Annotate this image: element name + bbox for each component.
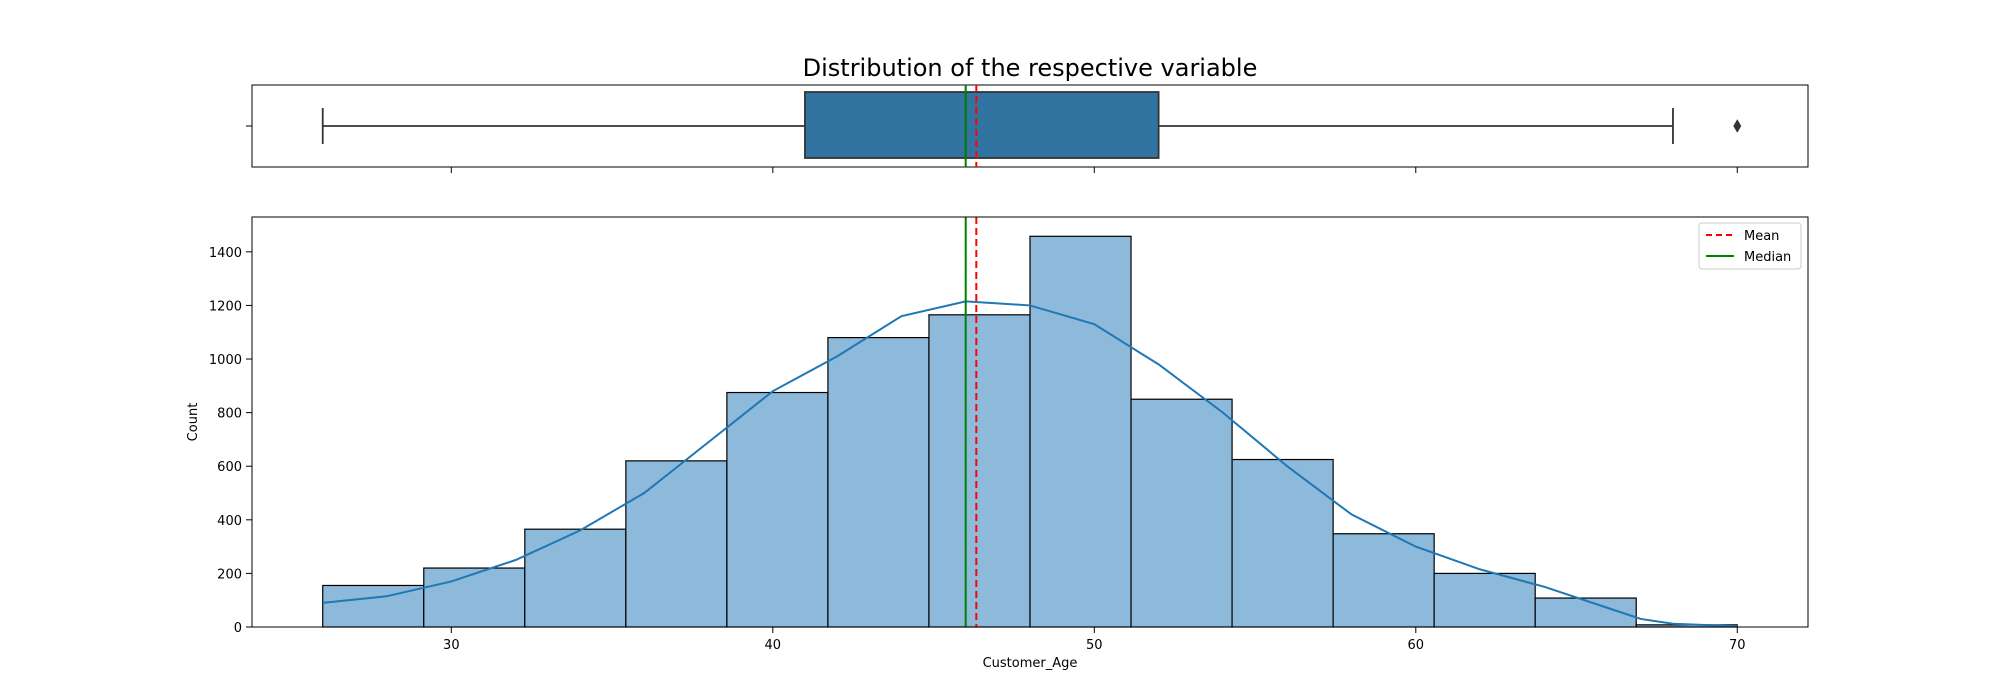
boxplot-x-ticks	[450, 167, 1738, 173]
legend-box	[1698, 222, 1802, 270]
histogram-axes-frame	[251, 216, 1809, 628]
boxplot-panel	[246, 84, 1809, 173]
y-tick-label: 1200	[209, 299, 242, 314]
histogram-panel: 30 40 50 60 70 0 200 400 600 800 1000 1200 1400 Cus…	[186, 216, 1809, 671]
x-tick-label: 30	[443, 638, 460, 653]
y-tick-label: 200	[217, 567, 242, 582]
x-tick-label: 70	[1729, 638, 1746, 653]
histogram-bar	[423, 567, 526, 628]
kde-curve	[322, 300, 1738, 628]
legend: Mean Median	[1698, 222, 1802, 270]
y-axis-label: Count	[186, 403, 201, 442]
histogram-bars	[322, 235, 1738, 628]
interquartile-box	[804, 91, 1160, 159]
histogram-y-ticks: 0 200 400 600 800 1000 1200 1400	[209, 246, 252, 636]
x-axis-label: Customer_Age	[983, 656, 1078, 671]
legend-mean-label: Mean	[1744, 229, 1779, 244]
y-tick-label: 400	[217, 514, 242, 529]
histogram-bar	[928, 314, 1031, 628]
histogram-bar	[1433, 572, 1536, 628]
histogram-bar	[524, 528, 627, 628]
y-tick-label: 1400	[209, 246, 242, 261]
histogram-bar	[827, 336, 930, 628]
histogram-x-ticks: 30 40 50 60 70	[443, 627, 1746, 653]
histogram-bar	[1130, 398, 1233, 628]
x-tick-label: 60	[1408, 638, 1425, 653]
y-tick-label: 800	[217, 407, 242, 422]
histogram-bar	[1332, 533, 1435, 628]
histogram-bar	[1231, 458, 1334, 628]
histogram-bar	[1029, 235, 1132, 628]
x-tick-label: 40	[765, 638, 782, 653]
x-tick-label: 50	[1086, 638, 1103, 653]
y-tick-label: 0	[234, 621, 242, 636]
boxplot-elements	[321, 85, 1742, 167]
y-tick-label: 600	[217, 460, 242, 475]
histogram-bar	[726, 391, 829, 628]
legend-median-label: Median	[1744, 250, 1791, 265]
histogram-bar	[625, 460, 728, 628]
outlier-marker	[1733, 119, 1742, 133]
y-tick-label: 1000	[209, 353, 242, 368]
chart-title: Distribution of the respective variable	[803, 54, 1258, 82]
